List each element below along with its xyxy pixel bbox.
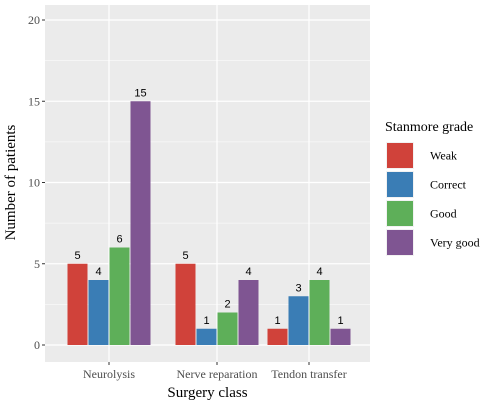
data-label: 4: [95, 266, 101, 278]
y-tick-label: 15: [28, 94, 40, 108]
data-label: 3: [295, 282, 301, 294]
bar: [109, 247, 130, 345]
bar: [309, 280, 330, 345]
bar: [88, 280, 109, 345]
grid-lines: [45, 5, 370, 362]
legend-label: Weak: [430, 149, 457, 163]
bar: [267, 328, 288, 345]
legend-key: [387, 172, 413, 197]
bar: [196, 328, 217, 345]
bar: [67, 263, 88, 345]
x-tick-label: Nerve reparation: [177, 367, 258, 381]
legend: Stanmore grade Weak Correct Good Very good: [385, 120, 480, 256]
data-label: 1: [274, 315, 280, 327]
legend-items: Weak Correct Good Very good: [386, 142, 480, 256]
x-tick-label: Tendon transfer: [271, 367, 346, 381]
data-label: 1: [337, 315, 343, 327]
data-label: 2: [224, 299, 230, 311]
legend-title: Stanmore grade: [385, 120, 473, 135]
data-label: 5: [182, 250, 188, 262]
legend-key: [387, 201, 413, 226]
data-label: 4: [316, 266, 322, 278]
legend-label: Good: [430, 207, 457, 221]
y-tick-label: 5: [34, 257, 40, 271]
legend-label: Correct: [430, 178, 467, 192]
data-label: 4: [245, 266, 251, 278]
bar: [288, 296, 309, 345]
bar: [217, 312, 238, 345]
data-label: 1: [203, 315, 209, 327]
legend-key: [387, 230, 413, 255]
bar: [238, 280, 259, 345]
data-label: 6: [116, 234, 122, 246]
data-label: 5: [74, 250, 80, 262]
bars: [67, 101, 351, 345]
data-labels: 5 4 6 15 5 1 2 4 1 3 4 1: [74, 87, 343, 327]
x-axis-ticks: Neurolysis Nerve reparation Tendon transfe…: [83, 362, 347, 381]
y-tick-label: 20: [28, 13, 40, 27]
bar: [175, 263, 196, 345]
y-tick-label: 10: [28, 176, 40, 190]
y-tick-label: 0: [34, 338, 40, 352]
y-axis-title: Number of patients: [3, 124, 19, 240]
x-axis-title: Surgery class: [167, 385, 247, 401]
y-axis-ticks: 0 5 10 15 20: [28, 13, 45, 352]
data-label: 15: [134, 87, 146, 99]
x-tick-label: Neurolysis: [83, 367, 135, 381]
legend-label: Very good: [430, 236, 480, 250]
bar: [130, 101, 151, 345]
legend-key: [387, 143, 413, 168]
bar: [330, 328, 351, 345]
